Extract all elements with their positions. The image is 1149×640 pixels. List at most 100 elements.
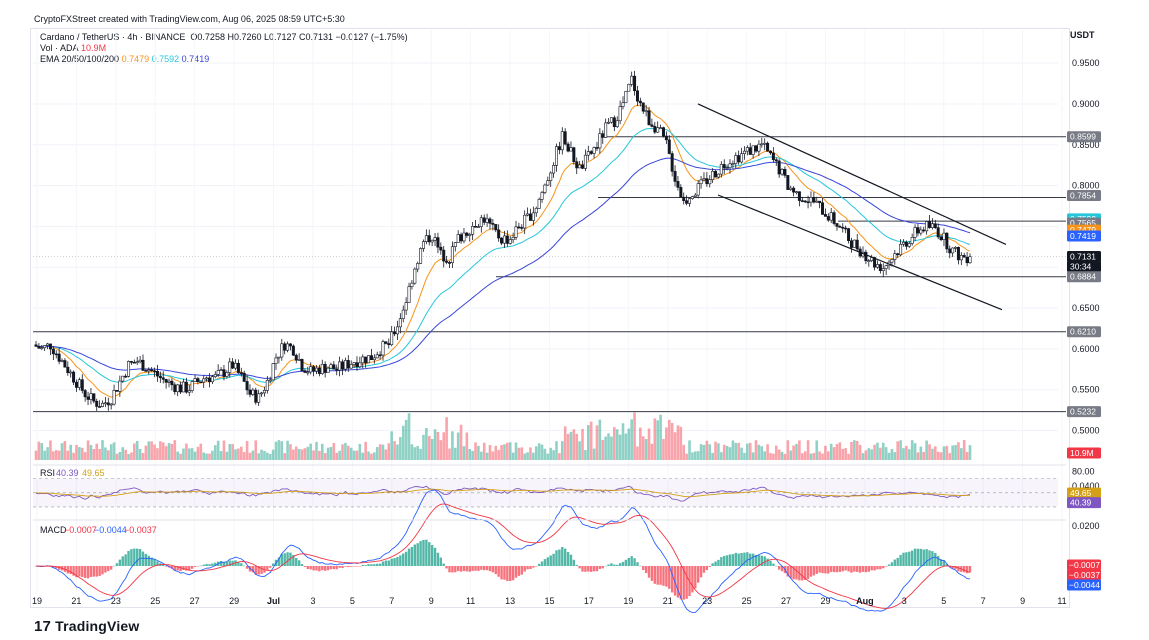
candle-body [387,343,391,346]
channel-upper-line [697,103,1007,246]
ema-label[interactable]: EMA 20/50/100/200 [40,54,120,64]
volume-bar [514,442,518,460]
macd-histogram-bar [109,566,113,570]
candle-body [511,237,515,241]
macd-histogram-bar [240,563,243,566]
volume-bar [329,447,333,460]
macd-histogram-bar [578,566,581,569]
candle-body [948,248,952,254]
volume-label[interactable]: Vol · ADA [40,43,79,53]
symbol-title[interactable]: Cardano / TetherUS · 4h · BINANCE [40,32,186,42]
candle-body [708,179,712,185]
candle-body [644,110,648,113]
macd-histogram-bar [801,566,804,581]
candle-body [670,153,674,172]
macd-histogram-bar [838,566,842,572]
volume-bar [604,436,607,460]
macd-histogram-bar [942,560,946,566]
macd-histogram-bar [806,566,810,579]
candle-body [893,253,897,260]
candle-body [346,360,350,369]
price-tag-label: 30:34 [1070,262,1092,272]
candle-body [48,343,52,350]
macd-histogram-bar [760,555,764,566]
macd-histogram-bar [685,566,688,599]
volume-bar [60,443,64,460]
tradingview-logo[interactable]: 17 TradingView [34,618,140,635]
candle-body [167,380,171,383]
volume-bar [326,447,330,460]
price-tag-box [1067,261,1101,273]
macd-signal-line [35,503,971,609]
volume-bar [453,447,457,460]
macd-histogram-bar [188,566,191,571]
volume-bar [691,452,694,460]
macd-histogram-bar [237,561,240,566]
candle-body [364,356,368,364]
macd-histogram-bar [355,566,359,567]
candle-body [890,259,894,263]
candle-body [829,212,833,221]
macd-line [35,489,971,613]
candle-body [612,117,616,127]
candle-body [768,150,772,154]
macd-histogram-bar [621,561,625,566]
volume-bar [399,437,402,460]
candle-body [234,362,238,369]
macd-histogram-bar [939,559,943,566]
volume-bar [653,418,657,460]
candle-body [664,135,668,141]
volume-bar [720,452,723,460]
volume-bar [673,432,677,460]
macd-histogram-bar [951,566,954,569]
candle-body [150,369,154,372]
macd-axis-label: 0.0400 [1072,481,1100,491]
candle-body [719,164,723,175]
macd-histogram-bar [856,566,859,572]
time-tick-label: 7 [389,596,394,606]
volume-bar [670,422,674,460]
volume-bar [196,446,200,460]
macd-histogram-bar [656,566,659,585]
volume-bar [546,453,550,460]
candle-body [488,218,492,224]
macd-histogram-bar [647,566,651,578]
volume-bar [182,448,185,460]
candle-body [329,364,333,369]
volume-bar [57,450,61,460]
volume-bar [43,450,46,460]
candle-body [815,200,819,203]
price-tag-box [1067,190,1101,202]
macd-histogram-bar [280,553,283,566]
macd-histogram-bar [931,551,934,566]
volume-bar [685,453,688,460]
currency-label[interactable]: USDT [1070,30,1095,40]
price-tag-label: 0.7131 [1070,252,1096,262]
volume-bar [644,439,648,460]
candle-body [323,363,327,373]
volume-bar [812,452,816,460]
candle-body [173,384,177,393]
volume-bar [662,438,665,460]
volume-bar [962,440,966,460]
volume-bar [349,447,353,460]
candle-body [231,361,235,369]
candle-body [442,249,446,262]
volume-bar [89,445,93,460]
macd-histogram-bar [176,566,179,571]
candle-body [118,380,122,392]
candle-body [910,237,914,244]
volume-bar [216,440,220,460]
volume-bar [263,450,266,460]
macd-histogram-bar [945,563,949,566]
volume-bar [763,451,766,460]
macd-histogram-bar [439,557,443,566]
candle-body [430,239,434,243]
volume-bar [543,448,547,460]
macd-histogram-bar [321,566,324,571]
candle-body [398,318,402,328]
macd-histogram-bar [867,566,870,572]
volume-bar [442,432,446,460]
candle-body [83,390,87,398]
